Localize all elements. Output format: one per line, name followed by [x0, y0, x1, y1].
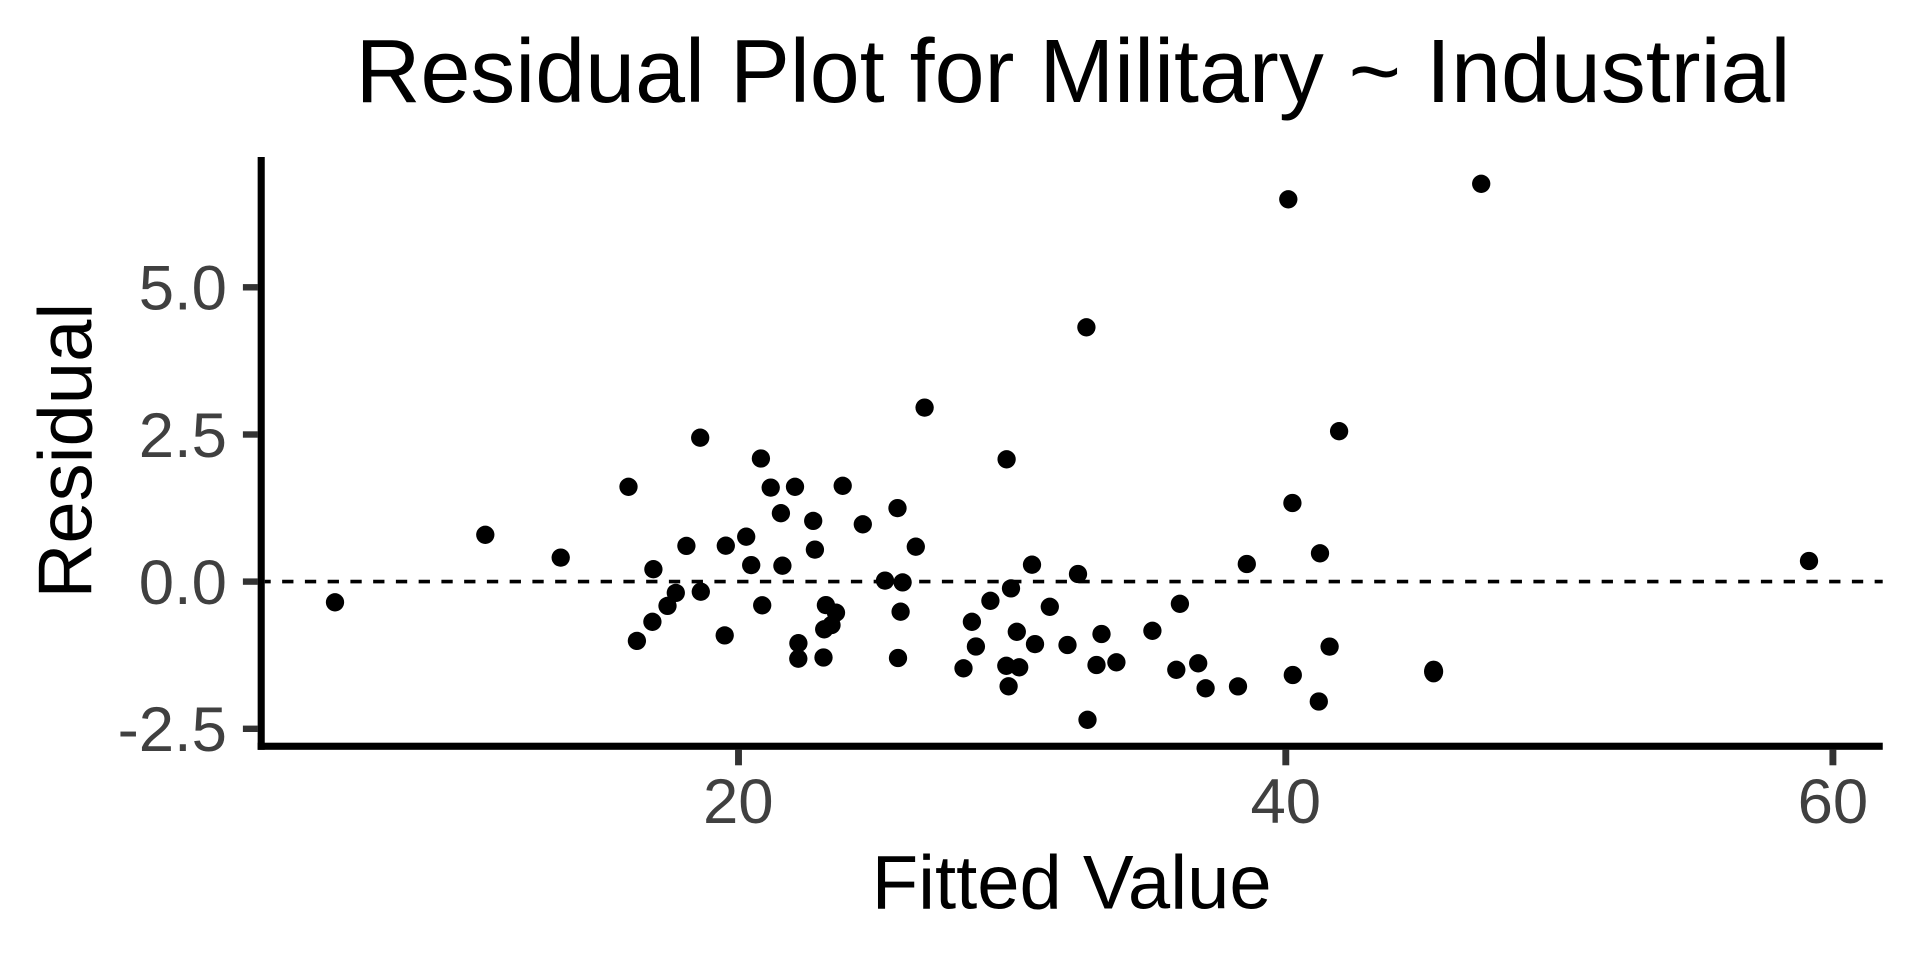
svg-text:40: 40 [1250, 767, 1321, 837]
svg-text:2.5: 2.5 [139, 401, 227, 471]
svg-text:-2.5: -2.5 [118, 695, 227, 765]
svg-text:20: 20 [703, 767, 774, 837]
svg-text:Residual: Residual [24, 303, 109, 599]
svg-text:5.0: 5.0 [139, 254, 227, 324]
svg-text:60: 60 [1798, 767, 1869, 837]
svg-text:0.0: 0.0 [139, 548, 227, 618]
svg-text:Fitted Value: Fitted Value [872, 840, 1272, 925]
svg-text:Residual Plot for Military ~ I: Residual Plot for Military ~ Industrial [356, 22, 1791, 122]
